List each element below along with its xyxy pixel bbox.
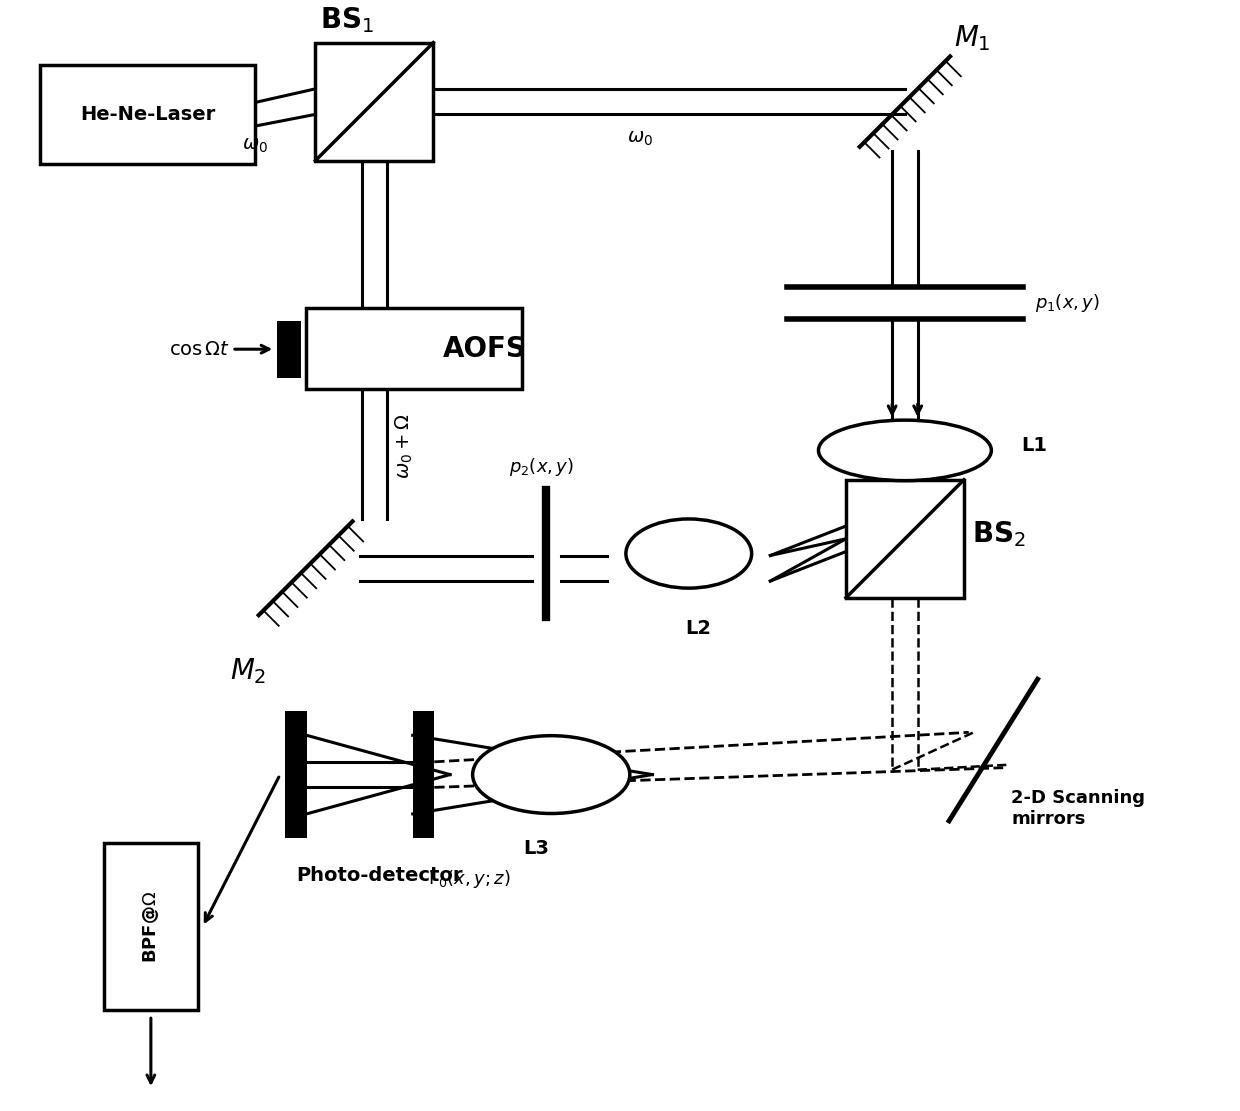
Ellipse shape (472, 735, 630, 813)
Text: BS$_1$: BS$_1$ (320, 6, 374, 34)
Text: $M_2$: $M_2$ (229, 657, 267, 687)
Text: $\omega_0$: $\omega_0$ (626, 129, 652, 148)
Text: $\omega_0+\Omega$: $\omega_0+\Omega$ (394, 413, 415, 479)
Text: $\cos\Omega t$: $\cos\Omega t$ (169, 340, 229, 359)
Text: $p_2(x,y)$: $p_2(x,y)$ (508, 456, 574, 478)
Text: Photo-detector: Photo-detector (296, 865, 463, 885)
Bar (41, 66, 254, 163)
Bar (277, 321, 301, 378)
Text: L2: L2 (686, 619, 712, 639)
Text: $p_1(x,y)$: $p_1(x,y)$ (1034, 292, 1100, 314)
Text: L3: L3 (523, 840, 549, 859)
Ellipse shape (818, 420, 991, 481)
Text: 2-D Scanning
mirrors: 2-D Scanning mirrors (1011, 789, 1145, 828)
Bar (846, 480, 963, 598)
Text: AOFS: AOFS (443, 334, 527, 362)
Bar (315, 42, 433, 161)
Text: L1: L1 (1021, 436, 1047, 456)
Bar (413, 711, 434, 839)
Bar (305, 308, 522, 390)
Bar (104, 843, 197, 1010)
Ellipse shape (626, 519, 751, 588)
Text: $M_1$: $M_1$ (954, 23, 991, 53)
Text: $\Gamma_0(x,y;z)$: $\Gamma_0(x,y;z)$ (429, 868, 511, 890)
Text: BS$_2$: BS$_2$ (972, 519, 1025, 549)
Text: He-Ne-Laser: He-Ne-Laser (79, 104, 215, 124)
Text: $\omega_0$: $\omega_0$ (243, 136, 269, 156)
Bar (285, 711, 306, 839)
Text: BPF@$\Omega$: BPF@$\Omega$ (141, 891, 161, 963)
